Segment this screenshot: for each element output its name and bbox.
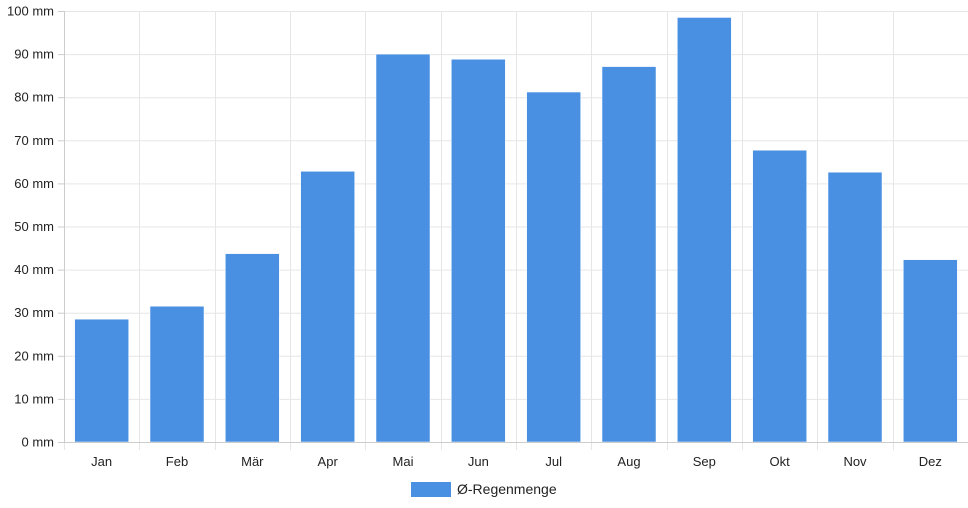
legend-swatch[interactable] [411, 482, 451, 497]
x-tick-label: Jan [91, 454, 112, 469]
x-axis-tick-labels: Jan Feb Mär Apr Mai Jun Jul Aug Sep Okt Nov Dez [91, 454, 942, 469]
bar-jul[interactable] [526, 91, 581, 443]
y-tick-label: 0 mm [22, 435, 55, 450]
legend-label[interactable]: Ø-Regenmenge [457, 481, 557, 497]
bar-sep[interactable] [677, 17, 732, 443]
y-tick-label: 50 mm [14, 219, 54, 234]
y-tick-label: 30 mm [14, 305, 54, 320]
y-tick-label: 70 mm [14, 133, 54, 148]
bar-jan[interactable] [74, 318, 129, 443]
bar-jun[interactable] [451, 59, 506, 443]
y-tick-label: 40 mm [14, 262, 54, 277]
y-tick-label: 80 mm [14, 90, 54, 105]
bar-feb[interactable] [149, 305, 205, 443]
x-tick-label: Feb [166, 454, 188, 469]
bar-nov[interactable] [827, 171, 883, 443]
x-tick-label: Dez [919, 454, 942, 469]
y-tick-label: 10 mm [14, 391, 54, 406]
bar-dez[interactable] [903, 259, 958, 443]
bar-mai[interactable] [375, 53, 431, 443]
y-axis-tick-labels: 0 mm 10 mm 20 mm 30 mm 40 mm 50 mm 60 mm 70 mm 8… [7, 4, 54, 450]
bar-mär[interactable] [225, 253, 280, 443]
x-tick-label: Jul [545, 454, 562, 469]
x-tick-label: Jun [468, 454, 489, 469]
bars [74, 17, 958, 443]
x-tick-label: Nov [843, 454, 867, 469]
x-tick-label: Aug [617, 454, 640, 469]
y-tick-label: 100 mm [7, 4, 54, 19]
bar-apr[interactable] [300, 171, 355, 443]
legend[interactable]: Ø-Regenmenge [411, 481, 557, 497]
axes [64, 11, 968, 443]
x-tick-label: Okt [770, 454, 791, 469]
y-tick-label: 60 mm [14, 176, 54, 191]
x-tick-label: Apr [318, 454, 339, 469]
x-tick-label: Sep [693, 454, 716, 469]
x-tick-label: Mär [241, 454, 264, 469]
y-tick-label: 20 mm [14, 348, 54, 363]
bar-okt[interactable] [752, 149, 807, 443]
x-tick-label: Mai [393, 454, 414, 469]
bar-aug[interactable] [601, 66, 657, 443]
y-tick-label: 90 mm [14, 47, 54, 62]
